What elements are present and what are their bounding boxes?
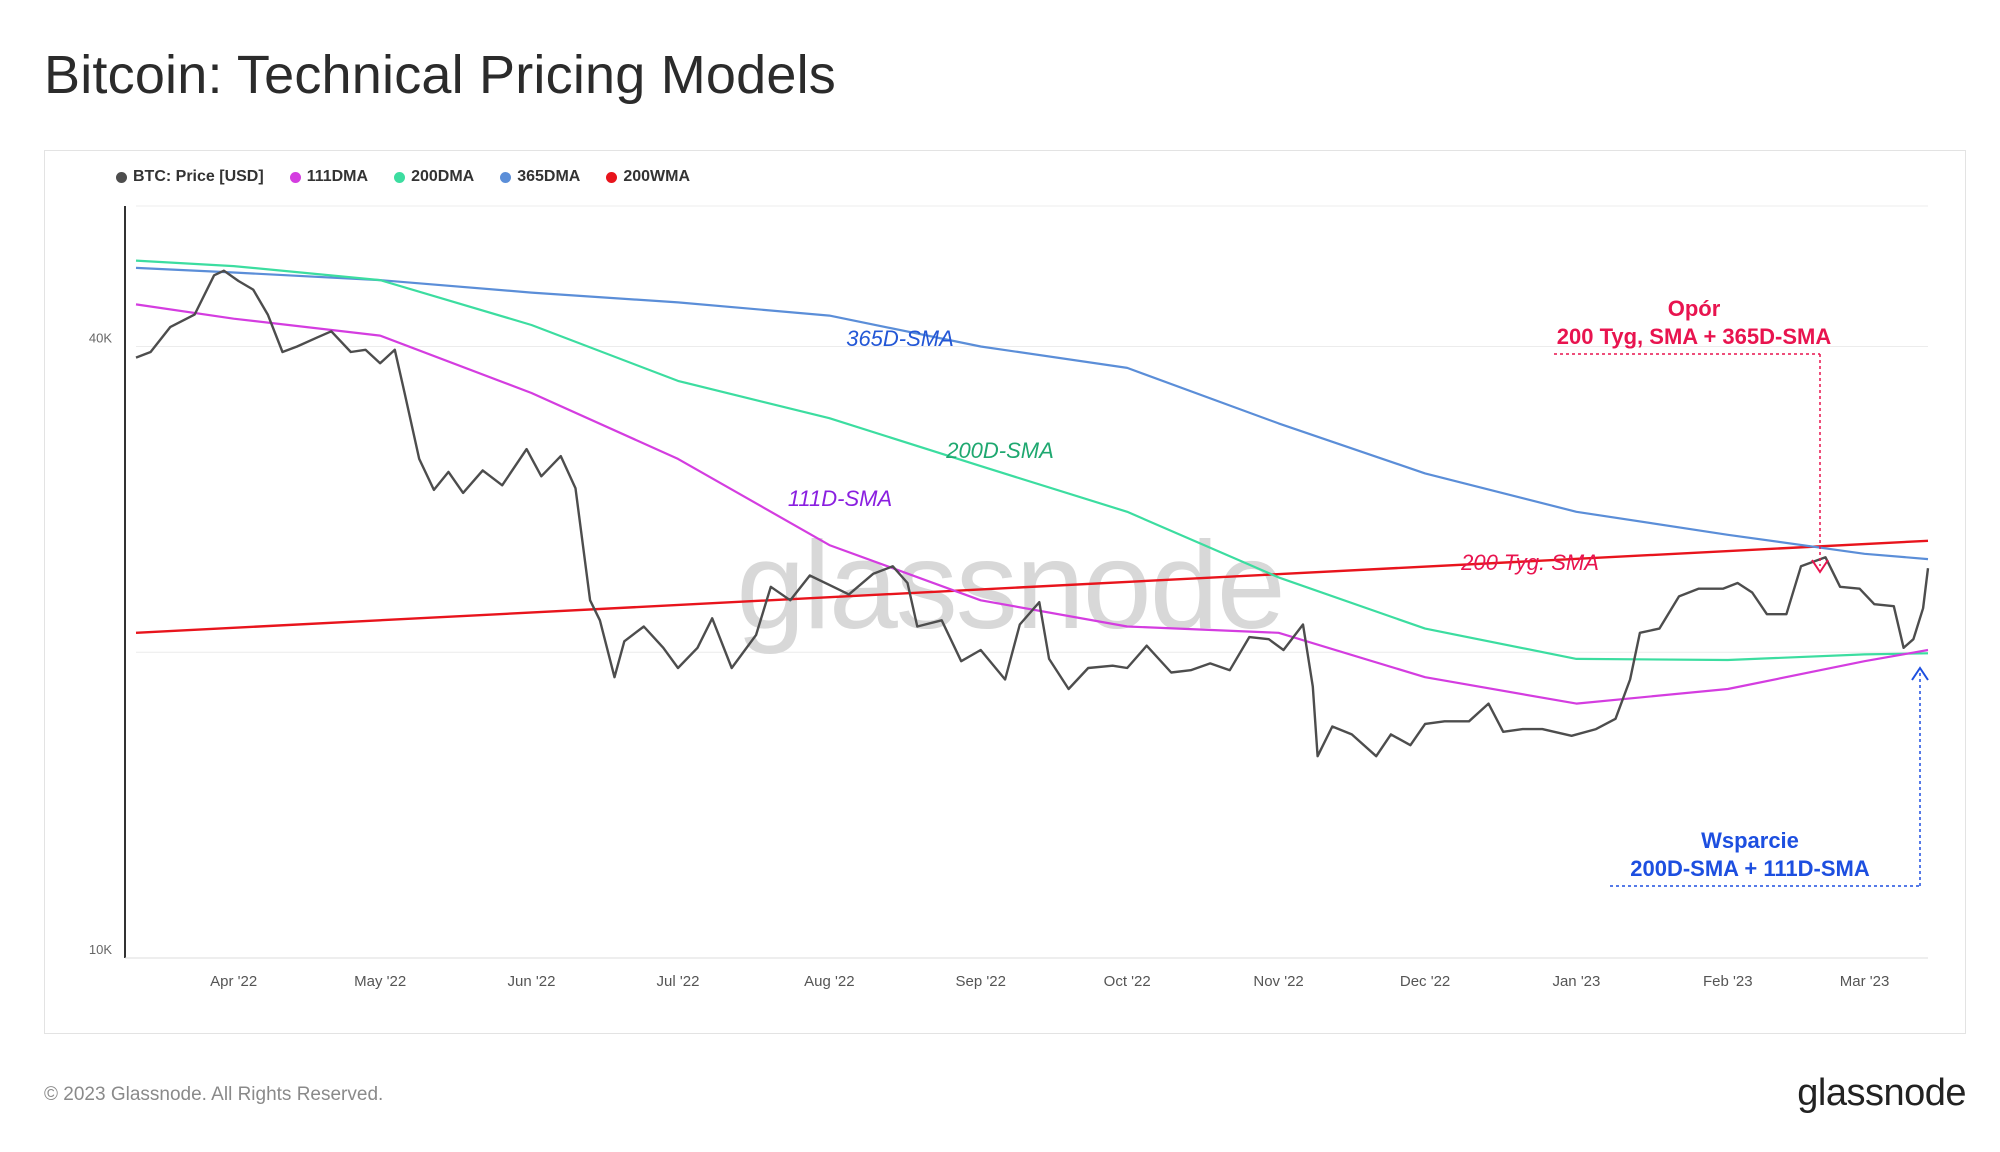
page-title: Bitcoin: Technical Pricing Models: [44, 45, 836, 105]
footer-copyright: © 2023 Glassnode. All Rights Reserved.: [44, 1084, 384, 1105]
x-tick-label: Feb '23: [1703, 973, 1753, 990]
x-tick-label: Jul '22: [657, 973, 700, 990]
resistance-subtitle: 200 Tyg, SMA + 365D-SMA: [1557, 324, 1832, 349]
legend-label-111dma: 111DMA: [306, 168, 369, 185]
x-tick-label: Aug '22: [804, 973, 854, 990]
label-365d-sma: 365D-SMA: [846, 326, 954, 351]
x-tick-label: Dec '22: [1400, 973, 1450, 990]
legend-label-200wma: 200WMA: [623, 168, 691, 185]
x-tick-label: Sep '22: [956, 973, 1006, 990]
resistance-title: Opór: [1668, 296, 1721, 321]
label-111d-sma: 111D-SMA: [788, 486, 892, 511]
series-line-price: [135, 269, 1930, 758]
legend-dot-200wma: [606, 171, 618, 183]
legend-label-price: BTC: Price [USD]: [133, 168, 264, 185]
x-tick-label: Apr '22: [210, 973, 257, 990]
y-tick-label: 10K: [89, 942, 112, 957]
axis-layer: 40K 10K Apr '22 May '22 Jun '22 Jul '22 Aug '2…: [89, 206, 1928, 990]
x-tick-label: Mar '23: [1840, 973, 1890, 990]
legend-item-200dma[interactable]: 200DMA: [394, 168, 474, 186]
legend-dot-111dma: [289, 171, 301, 183]
x-tick-label: Nov '22: [1253, 973, 1303, 990]
legend-label-200dma: 200DMA: [411, 168, 475, 185]
resistance-arrowhead: [1811, 559, 1829, 574]
legend-dot-365dma: [500, 171, 512, 183]
chart-panel: [44, 150, 1966, 1034]
series-line-dma111: [135, 303, 1929, 705]
series-layer: [135, 259, 1930, 758]
label-200-tyg-sma: 200 Tyg. SMA: [1460, 550, 1599, 575]
support-subtitle: 200D-SMA + 111D-SMA: [1630, 856, 1870, 881]
y-tick-label: 40K: [89, 330, 112, 345]
x-tick-label: Jan '23: [1552, 973, 1600, 990]
support-title: Wsparcie: [1701, 828, 1799, 853]
legend-item-365dma[interactable]: 365DMA: [500, 168, 580, 186]
legend-item-200wma[interactable]: 200WMA: [606, 168, 690, 186]
x-tick-label: Jun '22: [508, 973, 556, 990]
footer-brand-logo: glassnode: [1797, 1072, 1966, 1114]
legend-dot-200dma: [394, 171, 406, 183]
x-tick-label: May '22: [354, 973, 406, 990]
x-tick-label: Oct '22: [1104, 973, 1151, 990]
legend-dot-price: [116, 171, 127, 183]
series-line-wma200: [135, 539, 1929, 634]
legend-item-price[interactable]: BTC: Price [USD]: [116, 168, 264, 186]
support-arrowhead: [1911, 666, 1929, 681]
series-line-dma365: [135, 266, 1929, 561]
chart-legend: BTC: Price [USD] 111DMA 200DMA 365DMA 20…: [116, 168, 690, 186]
legend-item-111dma[interactable]: 111DMA: [289, 168, 369, 186]
label-200d-sma: 200D-SMA: [945, 438, 1054, 463]
series-line-dma200: [135, 259, 1929, 662]
legend-label-365dma: 365DMA: [517, 168, 581, 185]
